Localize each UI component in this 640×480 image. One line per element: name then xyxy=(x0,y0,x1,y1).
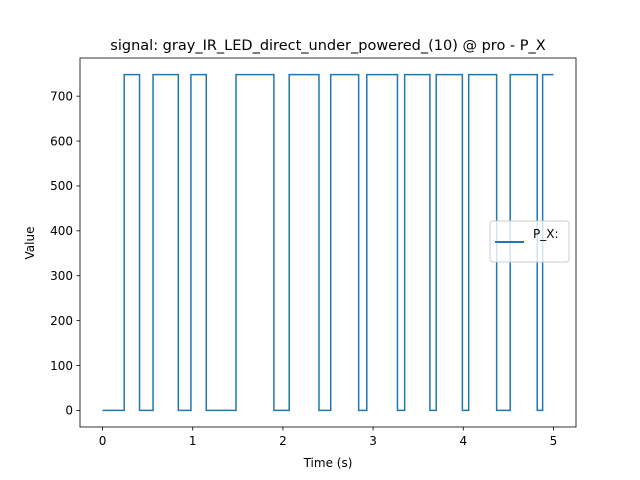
y-tick-label: 100 xyxy=(50,359,73,373)
y-axis: 0 100 200 300 400 500 600 700 xyxy=(50,89,80,418)
x-tick-label: 1 xyxy=(189,434,197,448)
y-tick-label: 200 xyxy=(50,314,73,328)
y-axis-label: Value xyxy=(23,227,37,260)
x-axis-label: Time (s) xyxy=(303,456,353,470)
x-tick-label: 5 xyxy=(550,434,558,448)
y-tick-label: 500 xyxy=(50,179,73,193)
y-tick-label: 400 xyxy=(50,224,73,238)
x-tick-label: 0 xyxy=(99,434,107,448)
y-tick-label: 600 xyxy=(50,134,73,148)
y-tick-label: 300 xyxy=(50,269,73,283)
legend-box xyxy=(489,220,570,263)
x-tick-label: 3 xyxy=(369,434,377,448)
plot-frame xyxy=(79,57,577,428)
legend-label-p-x: P_X: xyxy=(533,227,559,241)
chart-title: signal: gray_IR_LED_direct_under_powered… xyxy=(110,38,545,54)
series-line-0 xyxy=(102,73,554,412)
x-axis: 0 1 2 3 4 5 xyxy=(99,427,558,448)
plot-area xyxy=(79,57,577,428)
y-tick-label: 700 xyxy=(50,89,73,103)
x-tick-label: 2 xyxy=(279,434,287,448)
y-tick-label: 0 xyxy=(65,404,73,418)
x-tick-label: 4 xyxy=(459,434,467,448)
legend: P_X: xyxy=(489,220,570,263)
